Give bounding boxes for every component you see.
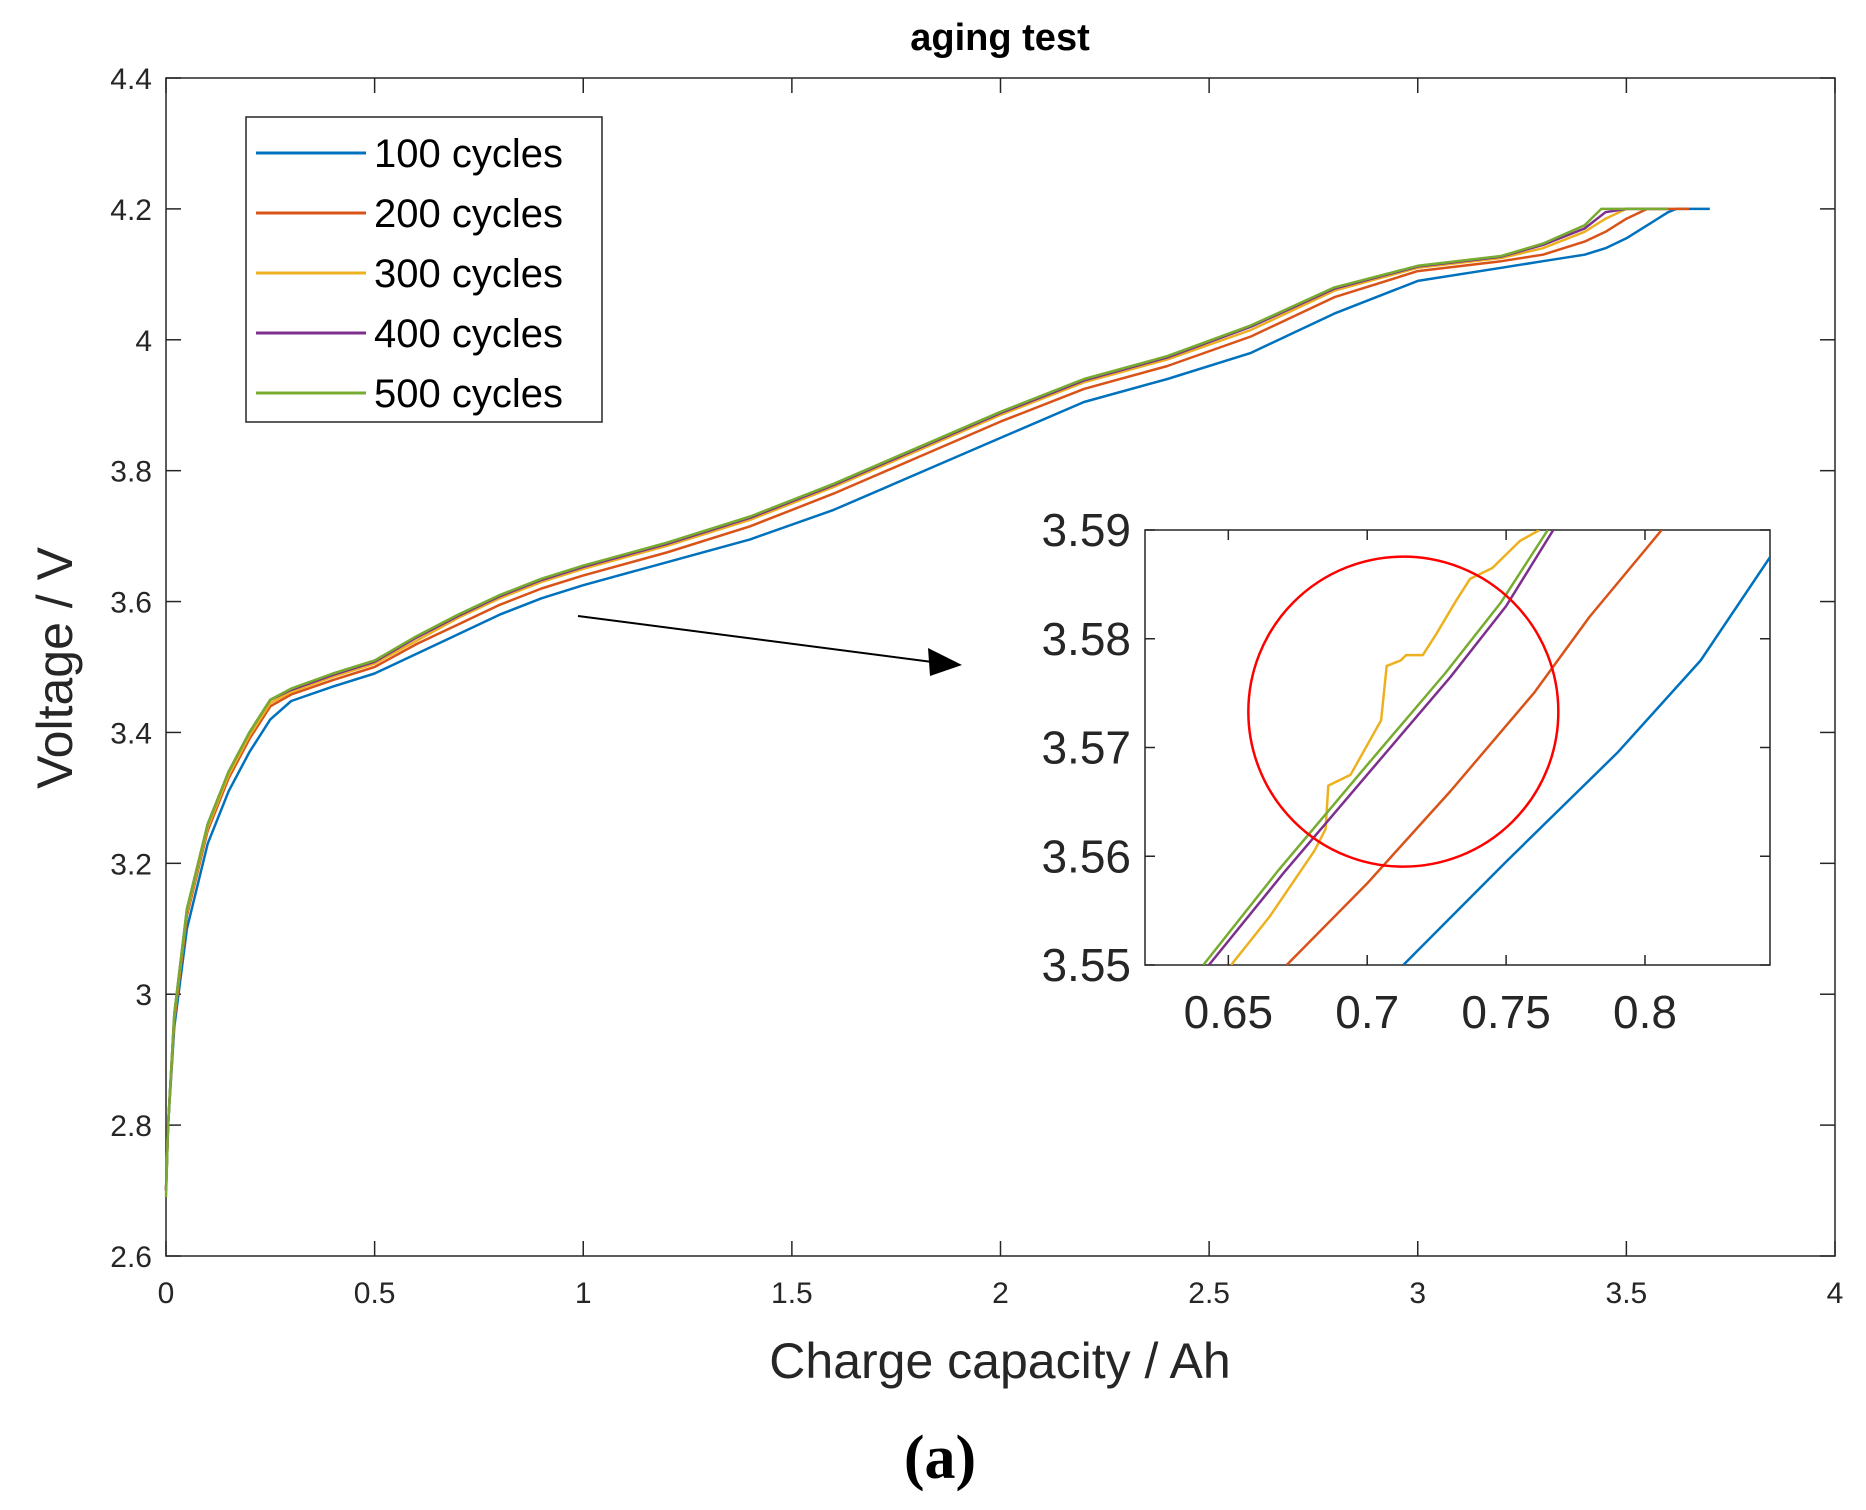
inset-x-tick-label: 0.65: [1184, 986, 1274, 1038]
y-tick-label: 2.6: [110, 1241, 152, 1274]
inset-y-tick-label: 3.59: [1041, 504, 1131, 556]
x-tick-label: 2.5: [1188, 1277, 1230, 1310]
x-tick-label: 3.5: [1606, 1277, 1648, 1310]
arrow-head: [928, 648, 962, 676]
legend-label: 400 cycles: [374, 312, 563, 356]
y-tick-label: 3.8: [110, 456, 152, 489]
inset-series-line-500-cycles: [1202, 530, 1549, 965]
y-tick-label: 3.2: [110, 848, 152, 881]
y-tick-label: 4.4: [110, 63, 152, 96]
x-tick-label: 2: [992, 1277, 1009, 1310]
legend-items: 100 cycles 200 cycles 300 cycles 400 cycles…: [256, 132, 563, 416]
inset-ticks: 0.65 0.7 0.75 0.8 3.55 3.56 3.57 3.58 3.59: [1041, 504, 1770, 1038]
x-tick-label: 0.5: [354, 1277, 396, 1310]
inset-series-line-400-cycles: [1207, 530, 1555, 965]
arrow-shaft: [577, 615, 941, 664]
inset-plot-frame: [1144, 529, 1771, 966]
y-tick-label: 4.2: [110, 194, 152, 227]
y-tick-label: 4: [135, 325, 152, 358]
main-series-lines: [164, 207, 1710, 1198]
legend: 100 cycles 200 cycles 300 cycles 400 cycles…: [245, 116, 603, 423]
legend-label: 300 cycles: [374, 252, 563, 296]
y-tick-label: 3: [135, 979, 152, 1012]
x-tick-label: 1.5: [771, 1277, 813, 1310]
inset-series-line-100-cycles: [1402, 556, 1770, 965]
legend-label: 100 cycles: [374, 132, 563, 176]
inset-y-tick-label: 3.57: [1041, 722, 1131, 774]
series-line-100-cycles: [164, 207, 1710, 1191]
inset-x-tick-label: 0.75: [1461, 986, 1551, 1038]
inset-x-tick-label: 0.7: [1335, 986, 1399, 1038]
zoom-arrow: [577, 615, 962, 676]
x-tick-label: 0: [158, 1277, 175, 1310]
panel-label: (a): [904, 1424, 976, 1492]
legend-label: 500 cycles: [374, 372, 563, 416]
inset-y-tick-label: 3.56: [1041, 830, 1131, 882]
x-tick-label: 4: [1827, 1277, 1844, 1310]
series-line-500-cycles: [164, 207, 1669, 1198]
y-tick-label: 3.6: [110, 587, 152, 620]
series-line-300-cycles: [164, 207, 1669, 1191]
inset-y-tick-label: 3.55: [1041, 939, 1131, 991]
inset-x-tick-label: 0.8: [1613, 986, 1677, 1038]
x-tick-label: 1: [575, 1277, 592, 1310]
legend-frame: [245, 116, 603, 423]
legend-label: 200 cycles: [374, 192, 563, 236]
y-axis-label: Voltage / V: [27, 546, 83, 788]
series-line-200-cycles: [164, 207, 1689, 1191]
x-tick-label: 3: [1409, 1277, 1426, 1310]
inset-series-line-200-cycles: [1285, 530, 1663, 965]
highlight-circle: [1247, 555, 1560, 868]
x-axis-label: Charge capacity / Ah: [769, 1333, 1230, 1389]
main-ticks: 0 0.5 1 1.5 2 2.5 3 3.5 4 2.6 2.8 3 3.2 3.4 3.6 3.8 4 4.2…: [110, 63, 1843, 1310]
y-tick-label: 2.8: [110, 1110, 152, 1143]
inset-plot: 0.65 0.7 0.75 0.8 3.55 3.56 3.57 3.58 3.59: [1041, 504, 1771, 1038]
chart-title: aging test: [910, 17, 1090, 59]
y-tick-label: 3.4: [110, 717, 152, 750]
inset-y-tick-label: 3.58: [1041, 613, 1131, 665]
